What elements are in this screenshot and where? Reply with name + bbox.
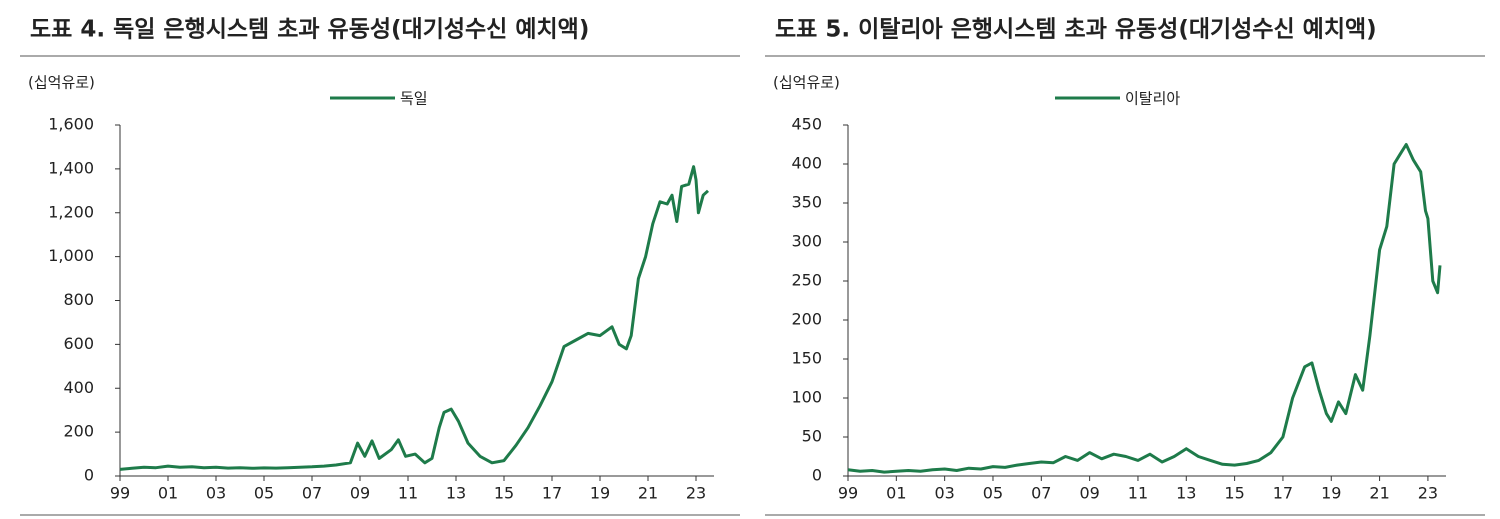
y-tick-label: 600 [63, 334, 94, 353]
y-tick-label: 50 [802, 427, 822, 446]
x-tick-label: 19 [590, 484, 610, 503]
x-tick-label: 21 [638, 484, 658, 503]
y-tick-label: 200 [63, 422, 94, 441]
x-tick-label: 15 [1224, 484, 1244, 503]
x-tick-label: 17 [542, 484, 562, 503]
x-tick-label: 07 [302, 484, 322, 503]
x-tick-label: 21 [1369, 484, 1389, 503]
y-tick-label: 1,400 [48, 158, 94, 177]
chart-title: 도표 4. 독일 은행시스템 초과 유동성(대기성수신 예치액) [30, 17, 589, 43]
x-tick-label: 05 [254, 484, 274, 503]
x-tick-label: 07 [1031, 484, 1051, 503]
chart-title: 도표 5. 이탈리아 은행시스템 초과 유동성(대기성수신 예치액) [775, 17, 1377, 43]
y-tick-label: 100 [791, 388, 822, 407]
x-tick-label: 01 [158, 484, 178, 503]
x-tick-label: 11 [398, 484, 418, 503]
x-tick-label: 09 [350, 484, 370, 503]
x-tick-label: 13 [1176, 484, 1196, 503]
y-tick-label: 250 [791, 271, 822, 290]
legend-label: 이탈리아 [1125, 90, 1180, 108]
y-tick-label: 0 [84, 466, 94, 485]
y-tick-label: 350 [791, 193, 822, 212]
y-tick-label: 200 [791, 310, 822, 329]
y-tick-label: 150 [791, 349, 822, 368]
x-tick-label: 09 [1079, 484, 1099, 503]
legend-label: 독일 [400, 90, 428, 108]
x-tick-label: 15 [494, 484, 514, 503]
y-tick-label: 1,200 [48, 202, 94, 221]
y-axis-unit: (십억유로) [773, 74, 840, 92]
x-tick-label: 99 [838, 484, 858, 503]
y-tick-label: 400 [791, 154, 822, 173]
x-tick-label: 99 [110, 484, 130, 503]
y-tick-label: 800 [63, 290, 94, 309]
y-axis-unit: (십억유로) [28, 74, 95, 92]
y-tick-label: 400 [63, 378, 94, 397]
y-tick-label: 300 [791, 232, 822, 251]
x-tick-label: 23 [686, 484, 706, 503]
x-tick-label: 11 [1128, 484, 1148, 503]
x-tick-label: 01 [886, 484, 906, 503]
x-tick-label: 13 [446, 484, 466, 503]
x-tick-label: 03 [934, 484, 954, 503]
x-tick-label: 05 [983, 484, 1003, 503]
x-tick-label: 17 [1273, 484, 1293, 503]
y-tick-label: 1,600 [48, 115, 94, 134]
y-tick-label: 0 [812, 466, 822, 485]
y-tick-label: 450 [791, 115, 822, 134]
x-tick-label: 19 [1321, 484, 1341, 503]
x-tick-label: 03 [206, 484, 226, 503]
line-series [119, 165, 710, 471]
x-tick-label: 23 [1418, 484, 1438, 503]
line-series [847, 143, 1442, 474]
y-tick-label: 1,000 [48, 246, 94, 265]
